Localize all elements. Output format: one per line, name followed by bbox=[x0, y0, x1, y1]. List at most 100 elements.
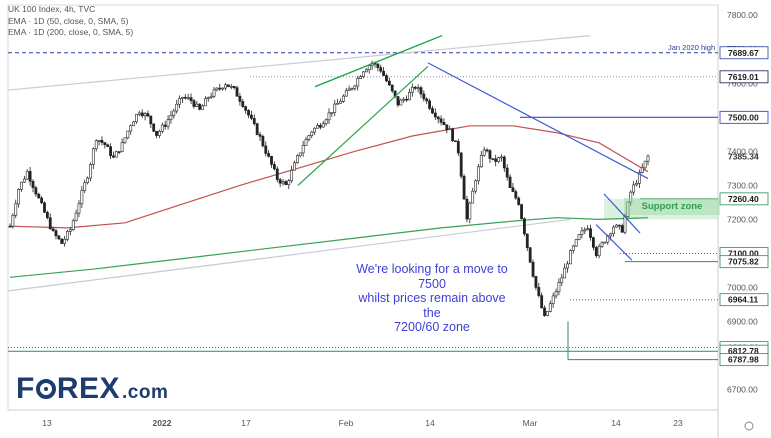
candle-body bbox=[554, 291, 558, 297]
candle-body bbox=[327, 112, 331, 121]
candle-body bbox=[586, 228, 590, 231]
candle-body bbox=[646, 155, 650, 162]
settings-icon bbox=[744, 421, 754, 431]
candle-body bbox=[114, 151, 118, 158]
candle-body bbox=[275, 168, 279, 180]
candle-body bbox=[37, 193, 41, 199]
candle-body bbox=[224, 84, 227, 89]
price-label-box bbox=[719, 293, 769, 307]
candle-body bbox=[284, 181, 288, 186]
candle-body bbox=[482, 149, 486, 156]
price-label-text: 7385.34 bbox=[728, 151, 759, 161]
candle-body bbox=[22, 178, 26, 183]
candle-body bbox=[290, 169, 294, 182]
candle-body bbox=[218, 87, 222, 90]
candle-body bbox=[379, 67, 383, 72]
price-label-text: 7100.00 bbox=[728, 248, 759, 258]
candle-body bbox=[293, 162, 296, 171]
candle-body bbox=[623, 216, 627, 233]
candle-body bbox=[281, 181, 285, 184]
candle-body bbox=[126, 130, 130, 139]
y-tick-label: 6700.00 bbox=[727, 385, 758, 395]
candle-body bbox=[229, 86, 233, 88]
candle-body bbox=[635, 183, 638, 186]
logo-dotcom: .com bbox=[122, 382, 169, 403]
candle-body bbox=[66, 231, 69, 240]
support-zone bbox=[604, 198, 718, 220]
candle-body bbox=[520, 204, 523, 220]
candle-body bbox=[525, 233, 529, 248]
candle-body bbox=[74, 212, 78, 222]
candle-body bbox=[212, 89, 216, 97]
x-tick-label: Mar bbox=[523, 418, 538, 428]
candle-body bbox=[339, 101, 342, 104]
candle-body bbox=[433, 112, 437, 118]
y-tick-label: 7600.00 bbox=[727, 78, 758, 88]
candle-body bbox=[445, 124, 449, 131]
candle-body bbox=[367, 65, 371, 71]
candle-body bbox=[387, 80, 391, 86]
price-label-text: 6787.98 bbox=[728, 355, 759, 365]
candle-body bbox=[94, 140, 98, 150]
candle-body bbox=[574, 239, 578, 247]
candle-body bbox=[316, 125, 319, 129]
price-label-7260-40: 7260.40 bbox=[719, 192, 769, 206]
candle-body bbox=[344, 90, 348, 97]
candle-body bbox=[505, 167, 509, 178]
candle-body bbox=[163, 124, 167, 127]
candle-body bbox=[629, 191, 633, 203]
candle-body bbox=[186, 97, 190, 99]
candle-body bbox=[152, 123, 156, 132]
chart-legend: UK 100 Index, 4h, TVC EMA · 1D (50, clos… bbox=[8, 4, 133, 39]
candle-body bbox=[175, 103, 179, 112]
candle-body bbox=[422, 93, 426, 100]
candle-body bbox=[402, 98, 406, 101]
candle-body bbox=[140, 112, 144, 117]
candle-body bbox=[123, 137, 127, 143]
price-label-text: 6812.78 bbox=[728, 346, 759, 356]
candle-body bbox=[255, 123, 259, 135]
candle-body bbox=[454, 140, 457, 142]
candle-body bbox=[410, 86, 414, 93]
legend-ema200: EMA · 1D (200, close, 0, SMA, 5) bbox=[8, 27, 134, 37]
candle-body bbox=[158, 130, 161, 136]
candle-body bbox=[43, 202, 46, 213]
candle-body bbox=[278, 179, 282, 184]
candle-body bbox=[198, 103, 202, 110]
candle-body bbox=[235, 87, 239, 97]
candle-body bbox=[543, 307, 546, 316]
y-tick-label: 7400.00 bbox=[727, 146, 758, 156]
candle-body bbox=[632, 184, 636, 193]
candle-body bbox=[221, 87, 225, 90]
candle-body bbox=[531, 261, 535, 277]
candle-body bbox=[80, 190, 84, 205]
candle-body bbox=[172, 110, 176, 116]
candle-body bbox=[321, 123, 325, 128]
support-zone-label: Support zone bbox=[624, 198, 720, 215]
candle-body bbox=[508, 176, 512, 188]
x-tick-label: 23 bbox=[673, 418, 683, 428]
candle-body bbox=[189, 97, 193, 101]
candle-body bbox=[589, 228, 592, 238]
candle-body bbox=[362, 71, 365, 78]
y-tick-label: 7000.00 bbox=[727, 282, 758, 292]
candle-body bbox=[353, 85, 357, 89]
price-label-7500-00: 7500.00 bbox=[719, 110, 769, 124]
candle-body bbox=[28, 171, 32, 182]
candle-body bbox=[31, 181, 35, 189]
price-label-6787-98: 6787.98 bbox=[719, 353, 769, 367]
candle-body bbox=[45, 212, 49, 219]
candle-body bbox=[341, 95, 345, 102]
candle-body bbox=[442, 122, 446, 126]
candle-body bbox=[500, 156, 503, 159]
channel-upper bbox=[7, 35, 591, 91]
candle-body bbox=[97, 140, 101, 142]
candle-body bbox=[626, 201, 630, 217]
candle-body bbox=[117, 151, 121, 153]
annotation-line-2: whilst prices remain above the bbox=[358, 291, 506, 320]
candle-body bbox=[106, 144, 110, 147]
candle-body bbox=[250, 114, 253, 119]
annotation-line-3: 7200/60 zone bbox=[394, 320, 470, 334]
annotation-line-1: We're looking for a move to 7500 bbox=[356, 262, 508, 291]
